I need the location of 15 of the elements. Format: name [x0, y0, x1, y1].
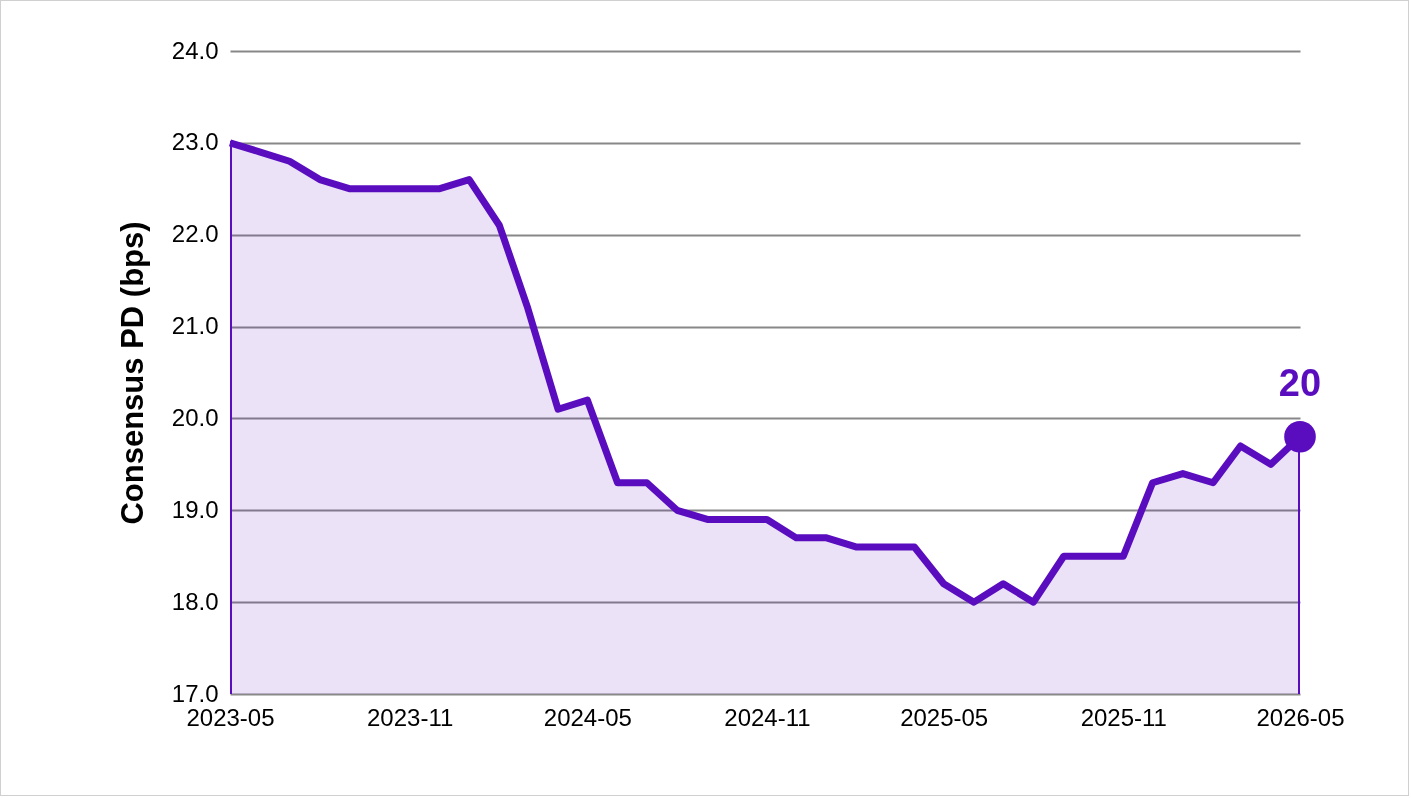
x-tick-label: 2023-11: [366, 703, 454, 731]
x-tick-label: 2024-05: [543, 703, 632, 731]
y-tick-label: 19.0: [171, 495, 219, 523]
y-tick-label: 20.0: [171, 403, 219, 431]
y-tick-label: 21.0: [171, 312, 219, 340]
data-label: 20: [1278, 361, 1322, 404]
y-tick-label: 22.0: [171, 220, 219, 248]
y-tick-label: 18.0: [171, 587, 219, 615]
x-tick-label: 2024-11: [724, 703, 811, 731]
y-axis-title: Consensus PD (bps): [114, 221, 150, 525]
y-tick-label: 23.0: [171, 128, 219, 156]
x-tick-label: 2026-05: [1256, 703, 1345, 731]
y-tick-label: 24.0: [171, 36, 219, 64]
x-tick-label: 2025-05: [900, 703, 989, 731]
x-tick-label: 2025-11: [1080, 703, 1167, 731]
